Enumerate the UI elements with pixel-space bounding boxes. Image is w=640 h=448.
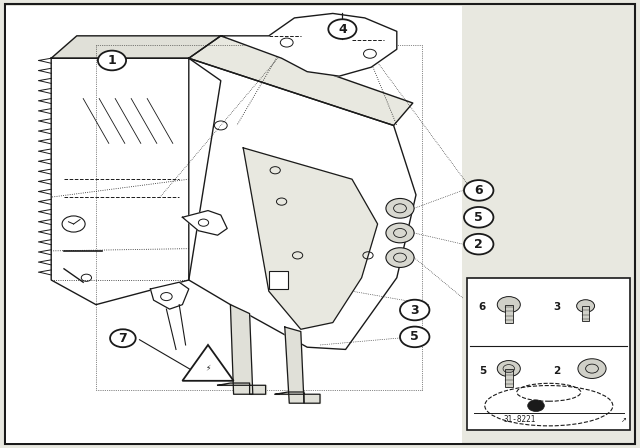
Polygon shape [182, 211, 227, 235]
Text: 2: 2 [474, 237, 483, 251]
Circle shape [464, 207, 493, 228]
Circle shape [386, 223, 414, 243]
Circle shape [400, 300, 429, 320]
Bar [467, 278, 630, 430]
Text: ↗: ↗ [621, 417, 627, 423]
Bar [582, 306, 589, 321]
Text: ⚡: ⚡ [205, 363, 211, 372]
Bar [505, 305, 513, 323]
Circle shape [328, 19, 356, 39]
Bar [505, 369, 513, 387]
Circle shape [578, 359, 606, 379]
Polygon shape [51, 36, 221, 58]
Polygon shape [150, 282, 189, 309]
Circle shape [464, 234, 493, 254]
Circle shape [464, 180, 493, 201]
Text: 4: 4 [338, 22, 347, 36]
Circle shape [527, 400, 545, 412]
Circle shape [98, 51, 126, 70]
Text: 6: 6 [479, 302, 486, 312]
Polygon shape [221, 13, 397, 76]
Polygon shape [51, 58, 221, 305]
Polygon shape [218, 383, 266, 394]
Circle shape [386, 198, 414, 218]
Polygon shape [285, 327, 304, 403]
Bar [6, 6, 462, 443]
Circle shape [386, 248, 414, 267]
Text: 2: 2 [554, 366, 561, 376]
Polygon shape [189, 58, 416, 349]
Text: 7: 7 [118, 332, 127, 345]
Circle shape [400, 327, 429, 347]
Text: 5: 5 [410, 330, 419, 344]
Text: 3: 3 [410, 303, 419, 317]
Text: 31-8221: 31-8221 [503, 415, 536, 424]
Text: 5: 5 [474, 211, 483, 224]
Polygon shape [275, 392, 320, 403]
Circle shape [577, 300, 595, 312]
Text: 3: 3 [554, 302, 561, 312]
Circle shape [497, 297, 520, 313]
Polygon shape [243, 148, 378, 329]
Polygon shape [189, 36, 413, 125]
Circle shape [110, 329, 136, 347]
Text: 5: 5 [479, 366, 486, 376]
Text: 6: 6 [474, 184, 483, 197]
Text: 1: 1 [108, 54, 116, 67]
Polygon shape [182, 345, 234, 381]
Circle shape [497, 361, 520, 377]
Polygon shape [230, 305, 253, 394]
Bar [269, 271, 288, 289]
